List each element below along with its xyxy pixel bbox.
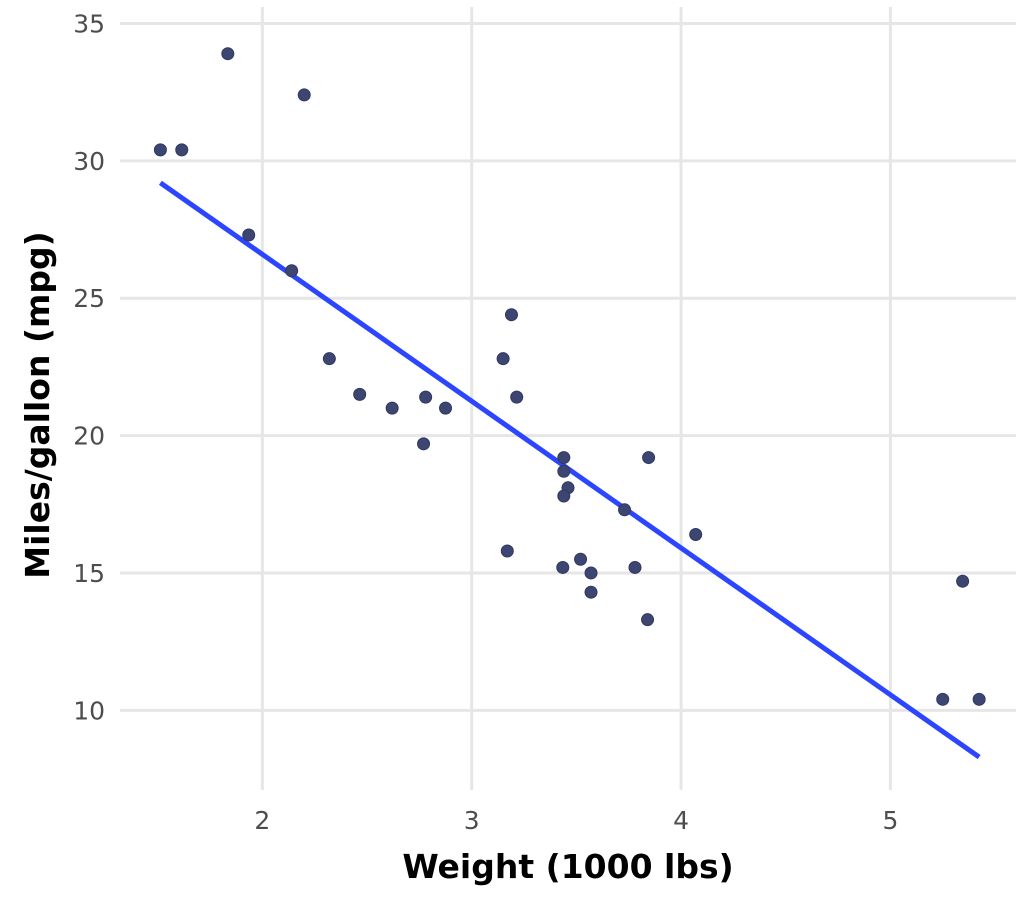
x-tick-label: 4: [673, 806, 689, 835]
data-point: [322, 352, 336, 366]
y-tick-label: 10: [73, 696, 105, 725]
data-point: [417, 437, 431, 451]
data-point: [972, 692, 986, 706]
data-point: [556, 560, 570, 574]
data-point: [353, 387, 367, 401]
data-point: [584, 585, 598, 599]
x-tick-label: 5: [882, 806, 898, 835]
data-point: [689, 527, 703, 541]
x-tick-label: 3: [464, 806, 480, 835]
data-point: [385, 401, 399, 415]
data-point: [618, 503, 632, 517]
data-point: [557, 464, 571, 478]
data-point: [500, 544, 514, 558]
data-point: [510, 390, 524, 404]
data-point: [285, 264, 299, 278]
data-point: [175, 143, 189, 157]
data-point: [628, 560, 642, 574]
y-tick-label: 25: [73, 284, 105, 313]
data-point: [936, 692, 950, 706]
data-point: [419, 390, 433, 404]
y-axis-title: Miles/gallon (mpg): [18, 231, 57, 579]
data-point: [297, 88, 311, 102]
x-axis-title: Weight (1000 lbs): [402, 847, 733, 886]
data-point: [642, 451, 656, 465]
data-point: [221, 47, 235, 61]
y-tick-label: 30: [73, 147, 105, 176]
grid-lines: [120, 7, 1016, 790]
data-point: [557, 451, 571, 465]
tick-labels: 10 15 20 25 30 35 2 3 4 5: [73, 9, 898, 835]
data-point: [574, 552, 588, 566]
data-point: [641, 613, 655, 627]
y-tick-label: 15: [73, 559, 105, 588]
y-tick-label: 20: [73, 422, 105, 451]
data-point: [153, 143, 167, 157]
data-point: [496, 352, 510, 366]
data-points: [153, 47, 986, 706]
y-tick-label: 35: [73, 9, 105, 38]
data-point: [504, 308, 518, 322]
data-point: [956, 574, 970, 588]
data-point: [584, 566, 598, 580]
data-point: [557, 489, 571, 503]
data-point: [242, 228, 256, 242]
data-point: [439, 401, 453, 415]
x-tick-label: 2: [254, 806, 270, 835]
